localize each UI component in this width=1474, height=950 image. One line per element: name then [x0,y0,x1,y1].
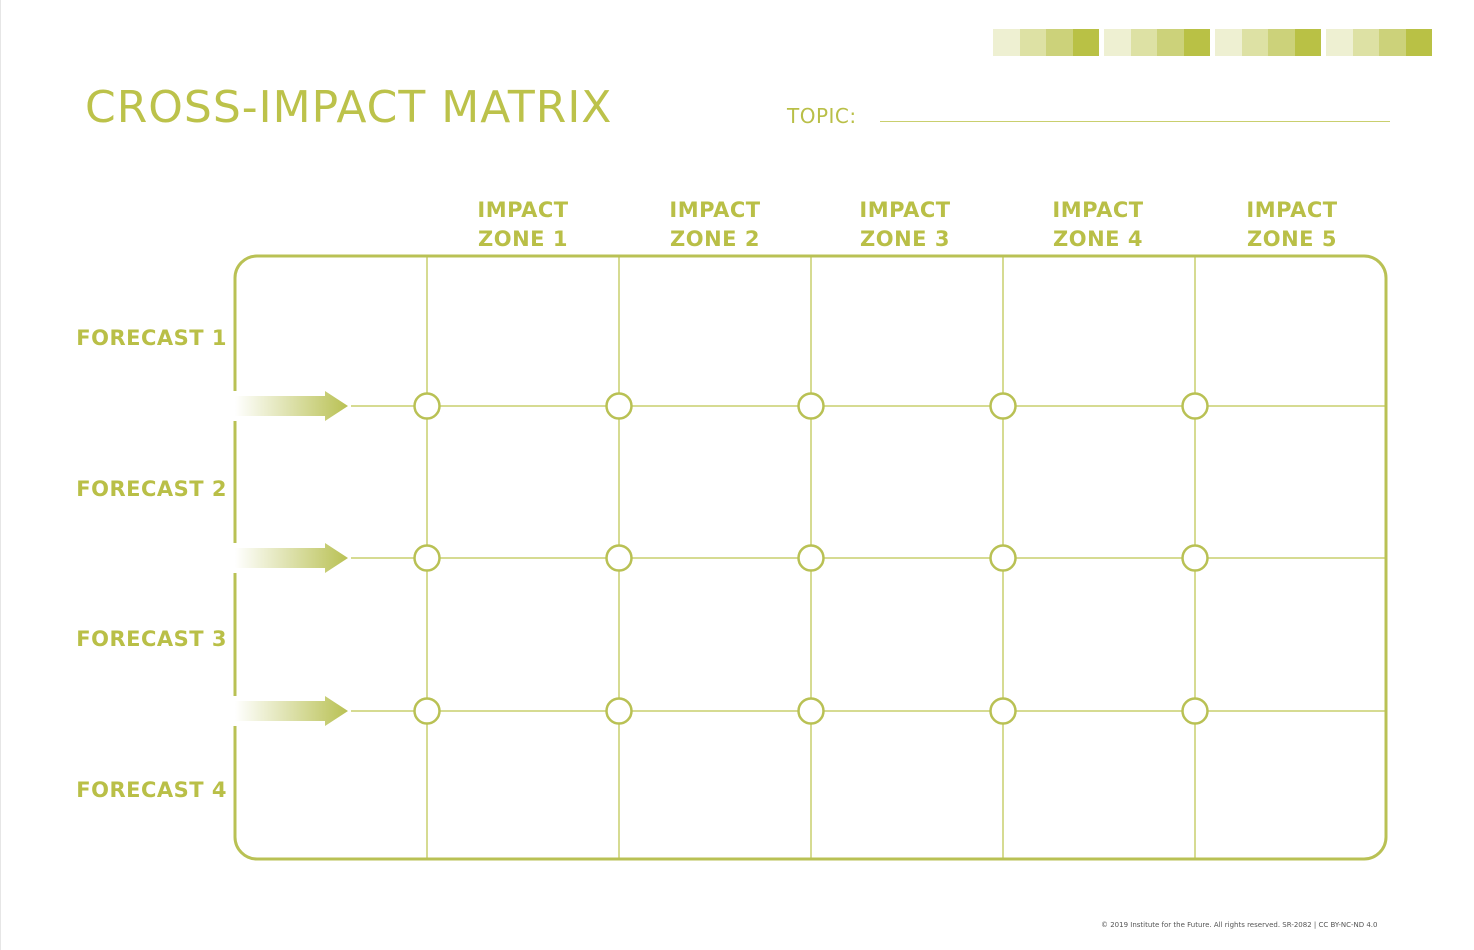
intersection-circle[interactable] [413,392,441,420]
swatch [1241,29,1268,56]
swatch [1130,29,1157,56]
intersection-circle[interactable] [605,544,633,572]
column-header-line1: IMPACT [669,198,761,222]
intersection-circle[interactable] [797,697,825,725]
intersection-circle[interactable] [1181,697,1209,725]
intersection-nodes [413,392,1209,725]
row-arrow [231,391,351,421]
swatch-group [1326,29,1432,56]
row-arrow [231,543,351,573]
column-header-line1: IMPACT [1052,198,1144,222]
intersection-circle[interactable] [413,697,441,725]
column-header-line2: ZONE 2 [670,227,760,251]
row-label-forecast-1: FORECAST 1 [76,326,227,350]
swatch [1072,29,1099,56]
intersection-circle[interactable] [797,392,825,420]
column-header-zone-1: IMPACT ZONE 1 [433,196,613,254]
grid-lines [347,257,1385,858]
swatch [1019,29,1046,56]
intersection-circle[interactable] [605,392,633,420]
swatch [1183,29,1210,56]
copyright-footer: © 2019 Institute for the Future. All rig… [1101,921,1378,929]
column-header-line2: ZONE 5 [1247,227,1337,251]
column-header-zone-3: IMPACT ZONE 3 [815,196,995,254]
swatch [1326,29,1353,56]
swatch [1104,29,1131,56]
swatch [1268,29,1295,56]
topic-label: TOPIC: [787,104,857,128]
intersection-circle[interactable] [1181,392,1209,420]
row-arrows [231,391,351,726]
swatch [1046,29,1073,56]
row-label-forecast-4: FORECAST 4 [76,778,227,802]
swatch [1157,29,1184,56]
column-header-zone-5: IMPACT ZONE 5 [1202,196,1382,254]
row-arrow [231,696,351,726]
swatch [993,29,1020,56]
intersection-circle[interactable] [413,544,441,572]
swatch [1379,29,1406,56]
intersection-circle[interactable] [605,697,633,725]
column-header-line1: IMPACT [859,198,951,222]
swatch-group [1215,29,1321,56]
column-header-line1: IMPACT [477,198,569,222]
column-header-line2: ZONE 4 [1053,227,1143,251]
column-header-line1: IMPACT [1246,198,1338,222]
row-label-forecast-3: FORECAST 3 [76,627,227,651]
swatch [1405,29,1432,56]
swatch-group [993,29,1099,56]
swatch [1294,29,1321,56]
row-label-forecast-2: FORECAST 2 [76,477,227,501]
intersection-circle[interactable] [989,697,1017,725]
swatch [1215,29,1242,56]
column-header-zone-2: IMPACT ZONE 2 [625,196,805,254]
column-header-zone-4: IMPACT ZONE 4 [1008,196,1188,254]
intersection-circle[interactable] [797,544,825,572]
intersection-circle[interactable] [1181,544,1209,572]
swatch [1352,29,1379,56]
topic-input-line[interactable] [880,121,1390,122]
color-swatch-strip [993,29,1432,56]
column-header-line2: ZONE 1 [478,227,568,251]
intersection-circle[interactable] [989,392,1017,420]
page-title: CROSS-IMPACT MATRIX [85,82,613,133]
swatch-group [1104,29,1210,56]
intersection-circle[interactable] [989,544,1017,572]
column-header-line2: ZONE 3 [860,227,950,251]
